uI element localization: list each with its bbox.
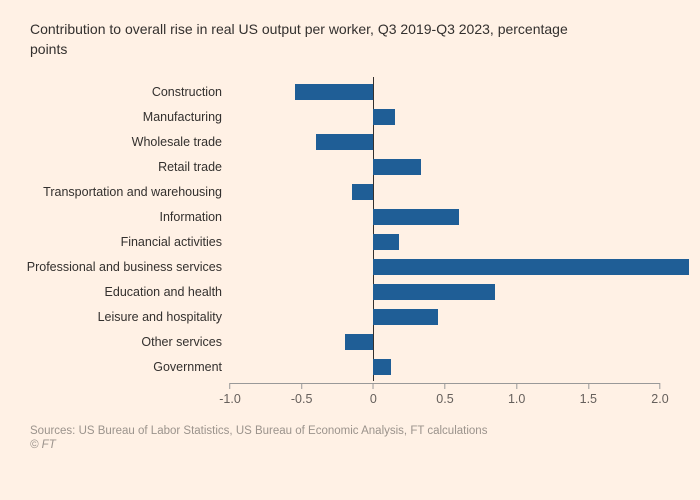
x-tick: 1.0 xyxy=(508,383,525,406)
x-tick: -0.5 xyxy=(291,383,313,406)
bar-row: Government xyxy=(230,354,670,379)
category-label: Financial activities xyxy=(22,235,222,249)
category-label: Retail trade xyxy=(22,160,222,174)
category-label: Construction xyxy=(22,85,222,99)
category-label: Transportation and warehousing xyxy=(22,185,222,199)
tick-label: -0.5 xyxy=(291,392,313,406)
bar xyxy=(373,259,688,275)
tick-label: 0 xyxy=(370,392,377,406)
bar-row: Financial activities xyxy=(230,229,670,254)
tick-mark xyxy=(588,383,589,389)
bar-row: Construction xyxy=(230,79,670,104)
bar-container xyxy=(230,79,660,104)
bar-row: Leisure and hospitality xyxy=(230,304,670,329)
bar xyxy=(295,84,374,100)
bar xyxy=(373,359,390,375)
bar-row: Wholesale trade xyxy=(230,129,670,154)
bar xyxy=(373,159,420,175)
bar-container xyxy=(230,229,660,254)
tick-label: 1.0 xyxy=(508,392,525,406)
bar-container xyxy=(230,279,660,304)
bar xyxy=(373,284,495,300)
tick-mark xyxy=(229,383,230,389)
x-tick: 2.0 xyxy=(651,383,668,406)
bar-row: Information xyxy=(230,204,670,229)
tick-mark xyxy=(444,383,445,389)
sources-text: Sources: US Bureau of Labor Statistics, … xyxy=(30,425,670,437)
bar-row: Retail trade xyxy=(230,154,670,179)
bar-container xyxy=(230,354,660,379)
bar-container xyxy=(230,179,660,204)
tick-mark xyxy=(516,383,517,389)
bar-row: Education and health xyxy=(230,279,670,304)
bar-row: Transportation and warehousing xyxy=(230,179,670,204)
bar-row: Professional and business services xyxy=(230,254,670,279)
tick-mark xyxy=(301,383,302,389)
chart-rows: ConstructionManufacturingWholesale trade… xyxy=(230,79,670,379)
category-label: Information xyxy=(22,210,222,224)
bar xyxy=(352,184,374,200)
bar xyxy=(345,334,374,350)
copyright-text: © FT xyxy=(30,439,670,451)
bar xyxy=(373,209,459,225)
tick-label: 1.5 xyxy=(580,392,597,406)
bar-row: Other services xyxy=(230,329,670,354)
tick-label: 2.0 xyxy=(651,392,668,406)
bar xyxy=(373,309,438,325)
bar-container xyxy=(230,204,660,229)
category-label: Leisure and hospitality xyxy=(22,310,222,324)
chart-container: Contribution to overall rise in real US … xyxy=(0,0,700,500)
bar xyxy=(373,234,399,250)
category-label: Other services xyxy=(22,335,222,349)
bar-container xyxy=(230,329,660,354)
bar-container xyxy=(230,254,660,279)
tick-mark xyxy=(373,383,374,389)
tick-mark xyxy=(659,383,660,389)
tick-label: 0.5 xyxy=(436,392,453,406)
chart-subtitle: Contribution to overall rise in real US … xyxy=(30,20,590,59)
category-label: Manufacturing xyxy=(22,110,222,124)
bar-container xyxy=(230,304,660,329)
chart-area: ConstructionManufacturingWholesale trade… xyxy=(230,79,670,419)
x-tick: 0 xyxy=(370,383,377,406)
category-label: Professional and business services xyxy=(22,260,222,274)
x-tick: -1.0 xyxy=(219,383,241,406)
x-tick: 0.5 xyxy=(436,383,453,406)
category-label: Government xyxy=(22,360,222,374)
bar-row: Manufacturing xyxy=(230,104,670,129)
category-label: Education and health xyxy=(22,285,222,299)
bar-container xyxy=(230,104,660,129)
bar-container xyxy=(230,154,660,179)
x-axis: -1.0-0.500.51.01.52.0 xyxy=(230,383,660,413)
bar xyxy=(373,109,395,125)
tick-label: -1.0 xyxy=(219,392,241,406)
bar xyxy=(316,134,373,150)
bar-container xyxy=(230,129,660,154)
x-tick: 1.5 xyxy=(580,383,597,406)
category-label: Wholesale trade xyxy=(22,135,222,149)
